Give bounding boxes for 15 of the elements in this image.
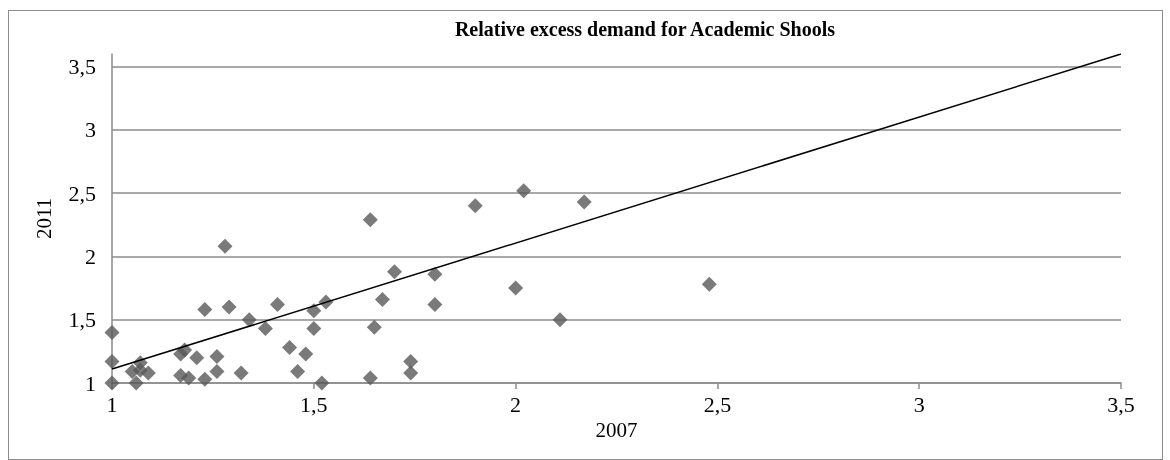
- x-tick-label: 3: [913, 391, 925, 417]
- chart-title: Relative excess demand for Academic Shools: [454, 18, 836, 40]
- y-tick-label: 2: [85, 243, 96, 269]
- y-tick-label: 1,5: [68, 307, 96, 333]
- x-tick-label: 3,5: [1107, 391, 1135, 417]
- x-axis-title: 2007: [595, 418, 638, 443]
- x-tick-label: 2,5: [703, 391, 732, 417]
- x-tick-label: 1: [106, 391, 118, 417]
- y-tick-label: 2,5: [68, 180, 96, 206]
- x-tick-label: 2: [510, 391, 522, 417]
- x-tick-label: 1,5: [300, 391, 328, 417]
- y-tick-label: 3,5: [68, 54, 96, 80]
- y-axis-title: 2011: [31, 197, 56, 240]
- y-tick-label: 1: [85, 370, 96, 396]
- y-tick-label: 3: [85, 117, 96, 143]
